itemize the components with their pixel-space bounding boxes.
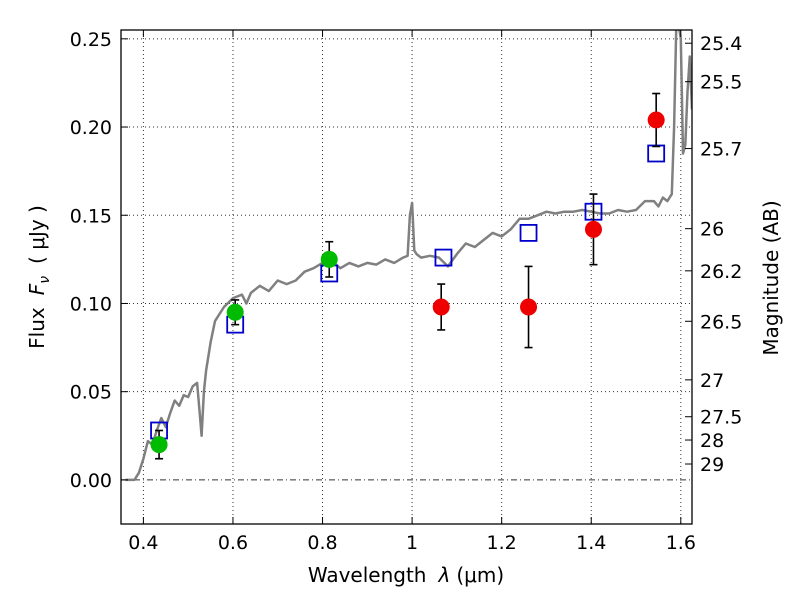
x-tick-label: 1.2 (487, 532, 517, 554)
observed-flux-point (150, 436, 168, 454)
observed-flux-point (226, 303, 244, 321)
x-tick-label: 0.4 (128, 532, 158, 554)
observed-flux-point (647, 111, 665, 129)
y2-axis-label: Magnitude (AB) (759, 200, 783, 355)
plot-frame (120, 29, 693, 525)
y-tick-label: 0.25 (70, 29, 112, 51)
observed-flux-point (432, 298, 450, 316)
y-tick-label: 0.20 (70, 117, 112, 139)
magnitude-tick-label: 25.7 (700, 139, 742, 161)
x-tick-label: 1 (406, 532, 418, 554)
observed-flux-point (584, 220, 602, 238)
data-layer (125, 30, 692, 482)
magnitude-tick-label: 27.5 (700, 407, 742, 429)
x-tick-label: 0.8 (307, 532, 337, 554)
y-tick-label: 0.05 (70, 382, 112, 404)
magnitude-tick-label: 25.4 (700, 33, 742, 55)
model-photometry-square (519, 223, 538, 242)
magnitude-tick-label: 29 (700, 454, 724, 476)
observed-flux-point (520, 298, 538, 316)
model-photometry-square (434, 248, 453, 267)
magnitude-tick-label: 26.5 (700, 311, 742, 333)
magnitude-tick-label: 25.5 (700, 72, 742, 94)
magnitude-tick-label: 26.2 (700, 261, 742, 283)
model-spectrum-line (125, 30, 692, 482)
y-tick-label: 0.10 (70, 293, 112, 315)
x-tick-label: 0.6 (218, 532, 248, 554)
grid-layer (121, 30, 692, 524)
observed-flux-point (320, 250, 338, 268)
model-photometry-square (647, 144, 666, 163)
y-tick-label: 0.00 (70, 470, 112, 492)
x-tick-label: 1.4 (576, 532, 606, 554)
magnitude-tick-label: 27 (700, 370, 724, 392)
magnitude-tick-label: 26 (700, 219, 724, 241)
y-axis-label: FluxFν( μJy ) (25, 205, 53, 349)
magnitude-tick-label: 28 (700, 430, 724, 452)
x-axis-label: Wavelength λ (μm) (308, 563, 504, 587)
axis-layer: 0.4 0.6 0.8 1 1.2 1.4 1.6 0.00 0.05 0.10 0.15 0.20 0… (70, 29, 743, 554)
y-tick-label: 0.15 (70, 205, 112, 227)
x-tick-label: 1.6 (666, 532, 696, 554)
